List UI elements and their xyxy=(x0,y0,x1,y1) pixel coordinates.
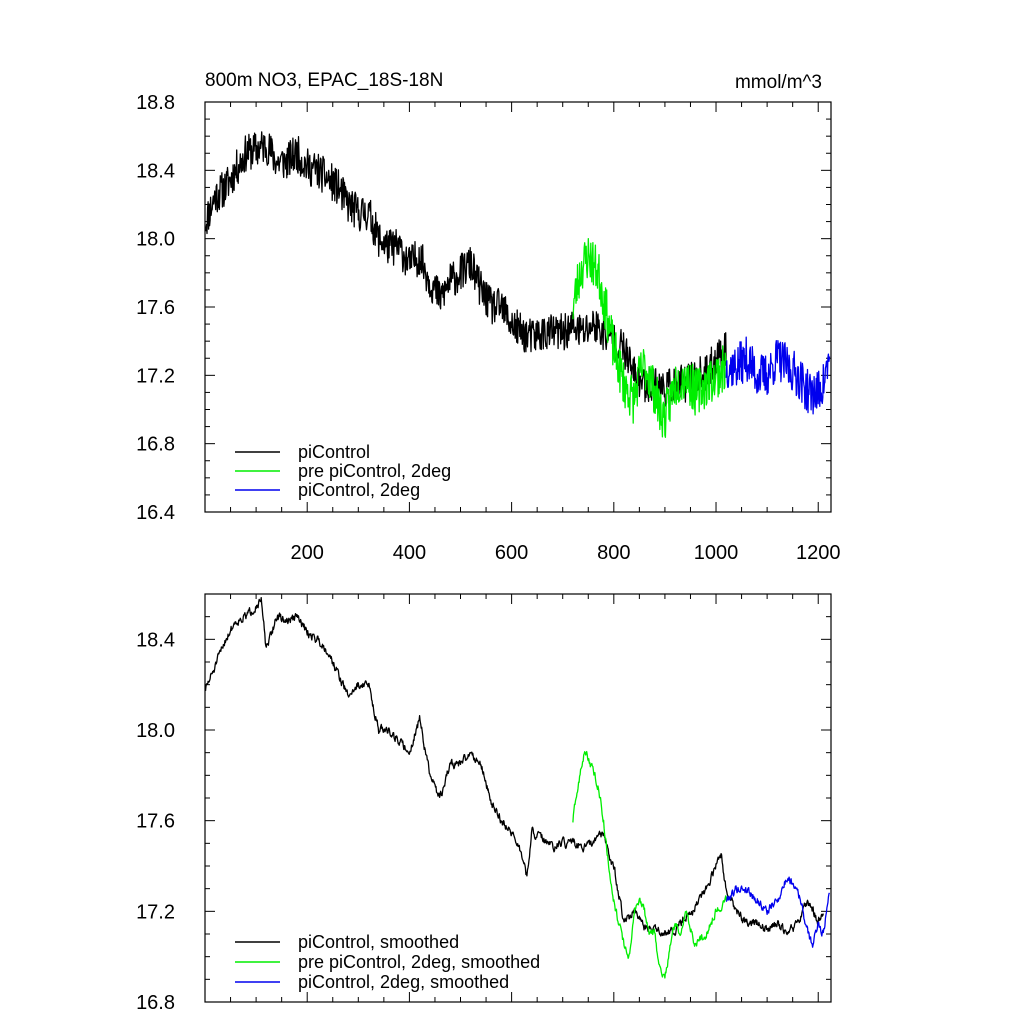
bottom-axis-ticks: 16.8 17.2 17.6 18.0 18.4 xyxy=(136,593,831,1014)
bottom-panel: 16.8 17.2 17.6 18.0 18.4 piControl, smoothed… xyxy=(136,593,832,1014)
top-axis-ticks: 200 400 600 800 1000 1200 16.4 16.8 17.2 17.6 18.0… xyxy=(136,92,840,564)
legend-label: piControl, 2deg, smoothed xyxy=(298,972,509,992)
series-line-1 xyxy=(204,596,824,937)
x-tick-label: 800 xyxy=(597,542,630,564)
series-line-3 xyxy=(725,336,831,415)
y-tick-label: 18.0 xyxy=(136,720,175,742)
x-tick-label: 200 xyxy=(291,542,324,564)
x-tick-label: 400 xyxy=(393,542,426,564)
y-tick-label: 17.6 xyxy=(136,297,175,319)
series-line-2 xyxy=(572,237,727,438)
y-tick-label: 17.6 xyxy=(136,811,175,833)
series-line-1 xyxy=(204,131,727,407)
y-tick-label: 16.8 xyxy=(136,992,175,1014)
y-tick-label: 17.2 xyxy=(136,901,175,923)
x-tick-label: 1000 xyxy=(694,542,739,564)
top-series-lines xyxy=(204,131,831,438)
bottom-series-lines xyxy=(204,596,831,979)
legend-label: pre piControl, 2deg, smoothed xyxy=(298,952,540,972)
series-line-2 xyxy=(572,750,727,979)
legend-label: pre piControl, 2deg xyxy=(298,461,451,481)
legend-label: piControl xyxy=(298,442,370,462)
y-tick-label: 18.8 xyxy=(136,92,175,114)
top-panel: 800m NO3, EPAC_18S-18N mmol/m^3 200 400 60… xyxy=(136,70,840,564)
x-tick-label: 600 xyxy=(495,542,528,564)
y-tick-label: 17.2 xyxy=(136,365,175,387)
y-tick-label: 16.4 xyxy=(136,502,175,524)
legend-label: piControl, 2deg xyxy=(298,480,420,500)
top-units-label: mmol/m^3 xyxy=(735,72,822,93)
series-line-3 xyxy=(725,876,831,948)
y-tick-label: 18.4 xyxy=(136,160,175,182)
top-chart-title: 800m NO3, EPAC_18S-18N xyxy=(205,70,443,91)
y-tick-label: 18.0 xyxy=(136,229,175,251)
y-tick-label: 18.4 xyxy=(136,629,175,651)
y-tick-label: 16.8 xyxy=(136,434,175,456)
x-tick-label: 1200 xyxy=(796,542,841,564)
legend-label: piControl, smoothed xyxy=(298,932,459,952)
